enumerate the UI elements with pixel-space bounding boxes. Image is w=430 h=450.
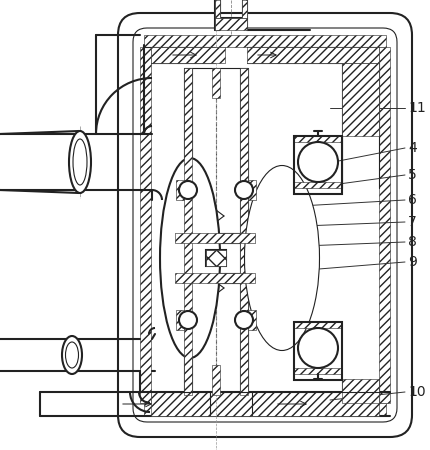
Bar	[184, 68, 192, 395]
Bar	[342, 379, 379, 403]
Bar	[175, 273, 255, 283]
Circle shape	[179, 181, 197, 199]
Text: 8: 8	[408, 235, 417, 249]
Circle shape	[235, 311, 253, 329]
Bar	[294, 136, 342, 142]
Bar	[215, 0, 220, 18]
Bar	[294, 322, 342, 328]
Bar	[206, 250, 226, 266]
Bar	[242, 0, 247, 18]
Circle shape	[298, 328, 338, 368]
Circle shape	[298, 142, 338, 182]
Bar	[140, 47, 151, 403]
Bar	[212, 68, 220, 98]
Bar	[144, 403, 386, 415]
Bar	[144, 35, 386, 47]
Bar	[379, 47, 390, 403]
FancyBboxPatch shape	[118, 13, 412, 437]
Text: 10: 10	[408, 385, 426, 399]
Bar	[294, 182, 342, 188]
Bar	[294, 368, 342, 374]
Bar	[215, 18, 247, 30]
Text: 9: 9	[408, 255, 417, 269]
Bar	[240, 68, 248, 395]
Bar	[175, 233, 255, 243]
Ellipse shape	[73, 139, 87, 185]
Ellipse shape	[160, 158, 220, 358]
Circle shape	[235, 181, 253, 199]
Text: 5: 5	[408, 168, 417, 182]
Bar	[294, 322, 342, 380]
Bar	[151, 47, 225, 63]
Bar	[294, 136, 342, 194]
Bar	[248, 310, 256, 330]
Text: 11: 11	[408, 101, 426, 115]
Bar	[151, 392, 379, 416]
Bar	[176, 310, 184, 330]
FancyBboxPatch shape	[133, 28, 397, 422]
Bar	[247, 47, 379, 63]
Ellipse shape	[62, 336, 82, 374]
Text: 7: 7	[408, 215, 417, 229]
Text: 4: 4	[408, 141, 417, 155]
Ellipse shape	[69, 131, 91, 193]
Ellipse shape	[245, 166, 319, 351]
Bar	[206, 250, 226, 266]
Circle shape	[179, 311, 197, 329]
Bar	[248, 180, 256, 200]
Bar	[342, 63, 379, 136]
Bar	[212, 365, 220, 395]
Text: 6: 6	[408, 193, 417, 207]
Bar	[176, 180, 184, 200]
Ellipse shape	[65, 342, 79, 368]
